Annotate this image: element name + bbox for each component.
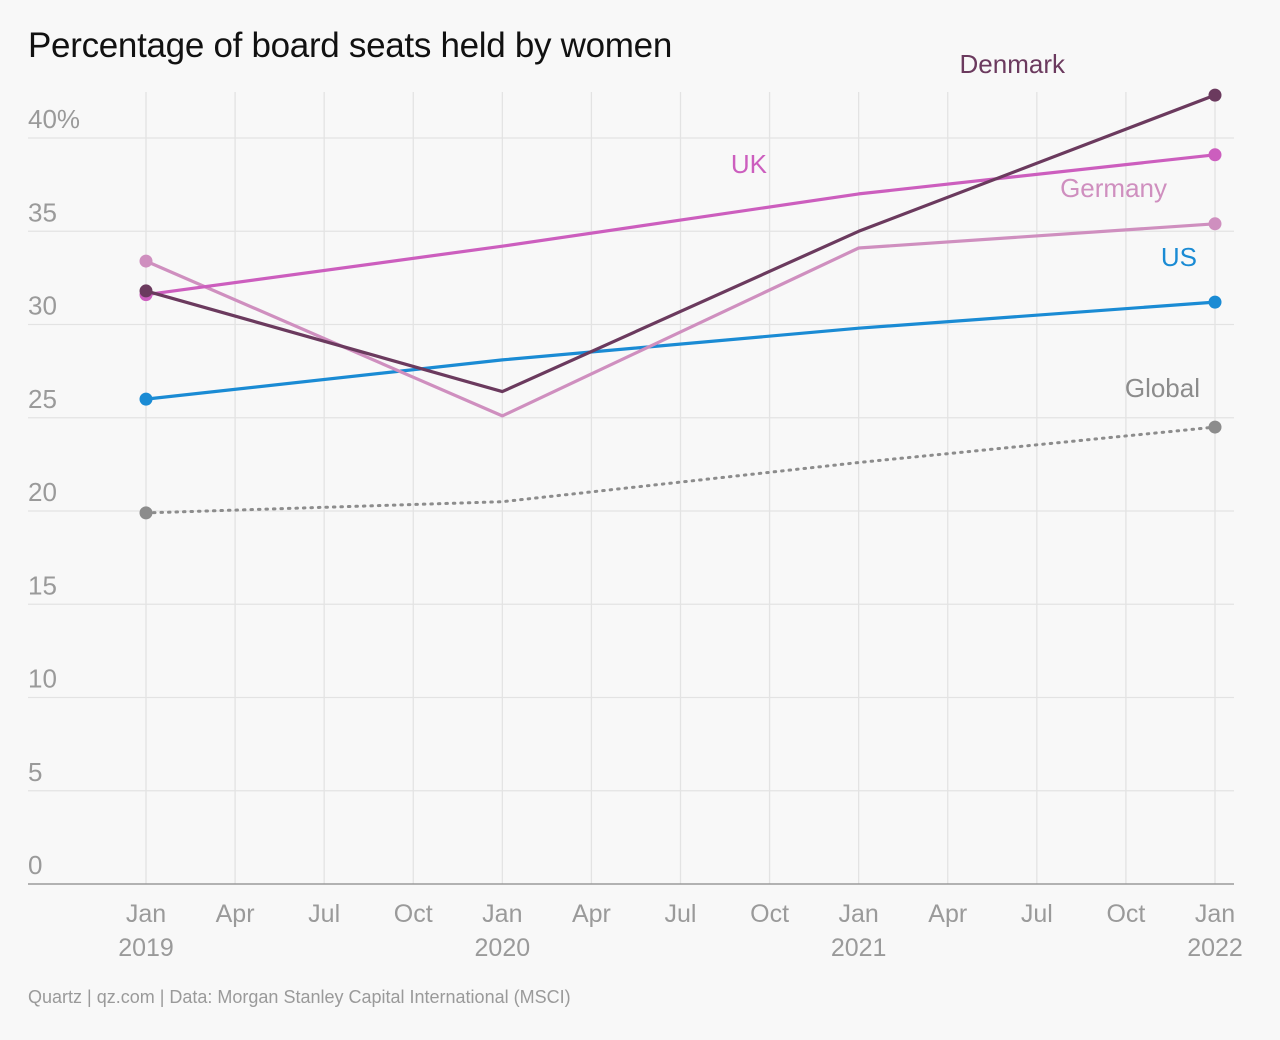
grid-layer bbox=[28, 92, 1234, 884]
data-point-denmark bbox=[139, 284, 153, 298]
x-tick-label: Jul bbox=[308, 900, 340, 928]
label-layer: Global US Germany UK Denmark bbox=[731, 49, 1200, 403]
y-tick-label: 15 bbox=[28, 570, 57, 600]
data-point-denmark bbox=[1208, 88, 1222, 102]
source-note: Quartz | qz.com | Data: Morgan Stanley C… bbox=[28, 987, 571, 1007]
series-label-uk: UK bbox=[731, 149, 768, 179]
series-line-uk bbox=[144, 153, 1217, 297]
series-label-us: US bbox=[1161, 242, 1197, 272]
series-line-global bbox=[144, 425, 1217, 515]
x-tick-label: Jul bbox=[665, 900, 697, 928]
series-line-us bbox=[144, 300, 1217, 401]
x-tick-label: Jan bbox=[482, 900, 522, 928]
y-tick-label: 25 bbox=[28, 384, 57, 414]
x-tick-year-label: 2019 bbox=[118, 934, 174, 962]
x-tick-label: Oct bbox=[1106, 900, 1145, 928]
x-tick-label: Apr bbox=[572, 900, 611, 928]
y-tick-label: 20 bbox=[28, 477, 57, 507]
series-label-germany: Germany bbox=[1060, 173, 1167, 203]
axis-layer: Jan 2019 Apr Jul Oct Jan 2020 Apr Jul Oct Jan 2021 A… bbox=[28, 104, 1243, 962]
series-label-denmark: Denmark bbox=[960, 49, 1066, 79]
data-point-global bbox=[1208, 420, 1222, 434]
data-point-us bbox=[139, 392, 153, 406]
series-label-global: Global bbox=[1125, 373, 1200, 403]
series-layer bbox=[139, 88, 1222, 520]
x-tick-label: Jul bbox=[1021, 900, 1053, 928]
x-tick-label: Oct bbox=[394, 900, 433, 928]
x-tick-year-label: 2021 bbox=[831, 934, 887, 962]
y-tick-label: 40% bbox=[28, 104, 80, 134]
data-point-germany bbox=[1208, 217, 1222, 231]
x-tick-label: Jan bbox=[839, 900, 879, 928]
series-line-germany bbox=[144, 222, 1217, 418]
data-point-us bbox=[1208, 295, 1222, 309]
data-point-germany bbox=[139, 254, 153, 268]
x-tick-label: Jan bbox=[1195, 900, 1235, 928]
y-tick-label: 0 bbox=[28, 850, 42, 880]
x-tick-label: Oct bbox=[750, 900, 789, 928]
y-tick-label: 30 bbox=[28, 291, 57, 321]
y-tick-label: 10 bbox=[28, 664, 57, 694]
series-line-denmark bbox=[144, 93, 1217, 394]
x-tick-label: Apr bbox=[928, 900, 967, 928]
x-tick-label: Apr bbox=[216, 900, 255, 928]
x-tick-year-label: 2020 bbox=[475, 934, 531, 962]
data-point-uk bbox=[1208, 148, 1222, 162]
y-tick-label: 35 bbox=[28, 197, 57, 227]
x-tick-year-label: 2022 bbox=[1187, 934, 1243, 962]
x-tick-label: Jan bbox=[126, 900, 166, 928]
data-point-global bbox=[139, 506, 153, 520]
y-tick-label: 5 bbox=[28, 757, 42, 787]
chart-title: Percentage of board seats held by women bbox=[28, 26, 672, 65]
